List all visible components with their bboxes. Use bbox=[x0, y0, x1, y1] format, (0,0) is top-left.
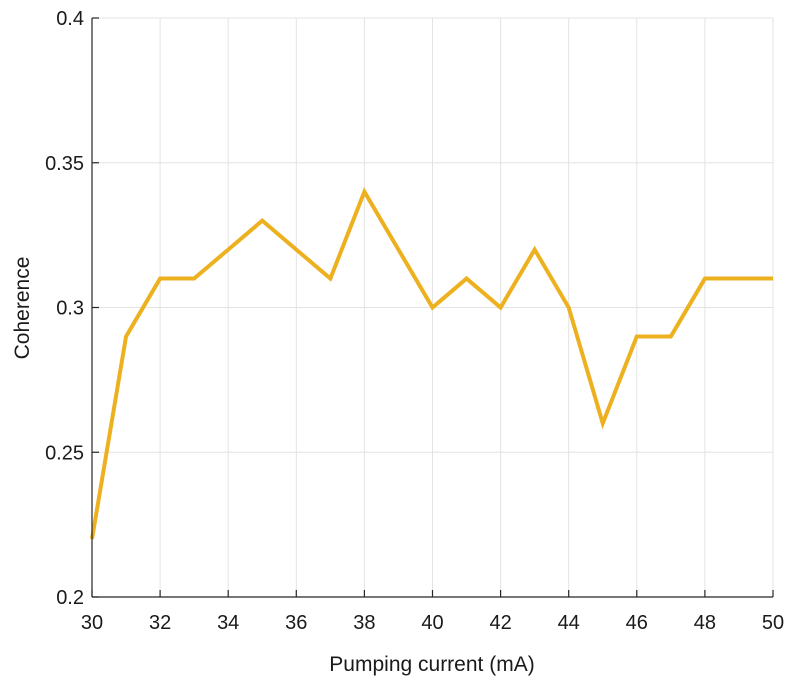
x-tick-label: 48 bbox=[694, 612, 716, 634]
x-tick-label: 30 bbox=[81, 612, 103, 634]
series-line bbox=[90, 187, 773, 540]
y-tick-label: 0.2 bbox=[56, 587, 84, 609]
x-tick-label: 38 bbox=[353, 612, 375, 634]
x-tick-label: 44 bbox=[558, 612, 580, 634]
x-axis-label: Pumping current (mA) bbox=[329, 653, 534, 676]
y-axis-label: Coherence bbox=[11, 257, 34, 360]
x-tick-label: 46 bbox=[626, 612, 648, 634]
y-tick-label: 0.4 bbox=[56, 8, 84, 30]
y-tick-label: 0.25 bbox=[45, 442, 84, 464]
x-tick-label: 50 bbox=[762, 612, 784, 634]
axes bbox=[91, 17, 774, 598]
x-tick-label: 40 bbox=[421, 612, 443, 634]
y-tick-label: 0.3 bbox=[56, 298, 84, 320]
series-group bbox=[90, 187, 773, 540]
y-tick-label: 0.35 bbox=[45, 153, 84, 175]
x-tick-labels: 30 32 34 36 38 40 42 44 46 48 50 bbox=[81, 612, 784, 634]
x-tick-label: 42 bbox=[489, 612, 511, 634]
x-tick-label: 36 bbox=[285, 612, 307, 634]
x-tick-label: 32 bbox=[149, 612, 171, 634]
x-tick-label: 34 bbox=[217, 612, 239, 634]
y-tick-labels: 0.2 0.25 0.3 0.35 0.4 bbox=[45, 8, 84, 609]
